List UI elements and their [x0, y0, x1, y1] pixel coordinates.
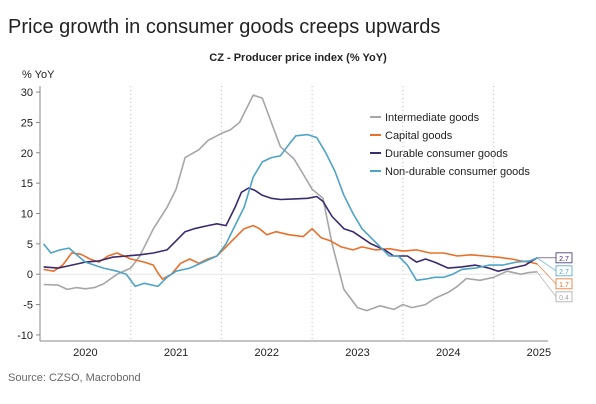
series-line [43, 187, 538, 272]
x-tick-label: 2024 [436, 347, 460, 359]
end-label-connector [536, 271, 557, 298]
end-label-connector [536, 257, 557, 272]
y-axis-unit-label: % YoY [22, 69, 55, 81]
end-label-value: 2.7 [559, 256, 569, 263]
headline: Price growth in consumer goods creeps up… [8, 16, 441, 38]
legend: Intermediate goods Capital goods Durable c… [370, 112, 530, 178]
end-label-connector [536, 263, 557, 285]
chart-title: CZ - Producer price index (% YoY) [209, 52, 387, 64]
series-layer [42, 94, 538, 312]
legend-label: Intermediate goods [385, 112, 480, 124]
x-tick-label: 2023 [345, 347, 369, 359]
series-line [43, 224, 538, 280]
end-label-value: 0.4 [559, 295, 569, 302]
x-tick-label: 2025 [527, 347, 551, 359]
y-tick-label: -5 [23, 300, 33, 312]
legend-label: Capital goods [385, 130, 453, 142]
x-tick-label: 2022 [255, 347, 279, 359]
y-tick-label: 30 [21, 87, 33, 99]
y-tick-label: 0 [27, 269, 33, 281]
end-label-box [555, 252, 573, 264]
y-tick-label: 15 [21, 178, 33, 190]
y-tick-label: -10 [17, 330, 33, 342]
legend-label: Non-durable consumer goods [385, 166, 530, 178]
series-line [42, 133, 538, 288]
x-tick-label: 2020 [73, 347, 97, 359]
end-label-value: 1.7 [559, 282, 569, 289]
end-label-box [555, 291, 573, 303]
x-tick-label: 2021 [164, 347, 188, 359]
y-tick-label: 25 [21, 117, 33, 129]
grid-layer [40, 86, 548, 341]
y-tick-label: 5 [27, 239, 33, 251]
legend-label: Durable consumer goods [385, 148, 508, 160]
y-tick-label: 20 [21, 148, 33, 160]
axis-layer: 30 25 20 15 10 5 0 -5 -10 2020 2021 2022 2023 2024 202… [17, 86, 551, 359]
end-labels: 2.7 2.7 1.7 0.4 [536, 252, 573, 303]
end-label-value: 2.7 [559, 269, 569, 276]
source-note: Source: CZSO, Macrobond [8, 372, 141, 384]
end-label-box [555, 278, 573, 290]
series-line [43, 94, 538, 312]
end-label-box [555, 265, 573, 277]
y-tick-label: 10 [21, 209, 33, 221]
